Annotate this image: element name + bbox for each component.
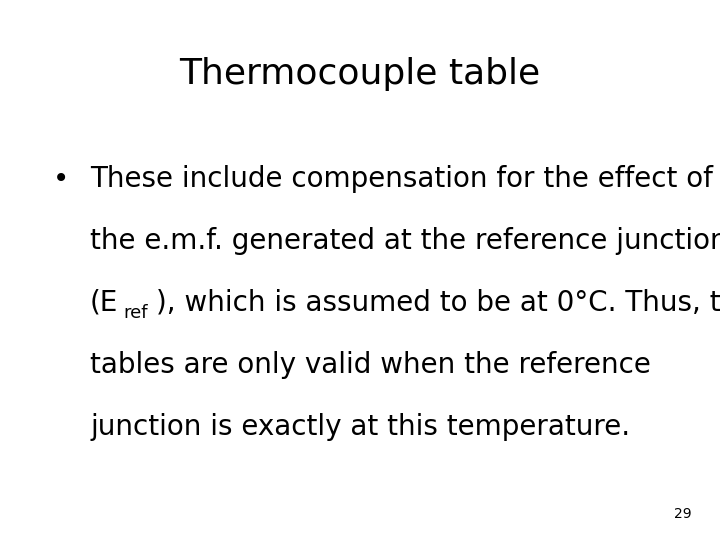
Text: 29: 29: [674, 507, 691, 521]
Text: These include compensation for the effect of: These include compensation for the effec…: [90, 165, 713, 193]
Text: ), which is assumed to be at 0°C. Thus, the: ), which is assumed to be at 0°C. Thus, …: [156, 289, 720, 317]
Text: ref: ref: [123, 304, 148, 322]
Text: the e.m.f. generated at the reference junction: the e.m.f. generated at the reference ju…: [90, 227, 720, 255]
Text: •: •: [53, 165, 69, 193]
Text: Thermocouple table: Thermocouple table: [179, 57, 541, 91]
Text: junction is exactly at this temperature.: junction is exactly at this temperature.: [90, 413, 630, 441]
Text: tables are only valid when the reference: tables are only valid when the reference: [90, 351, 651, 379]
Text: (E: (E: [90, 289, 118, 317]
